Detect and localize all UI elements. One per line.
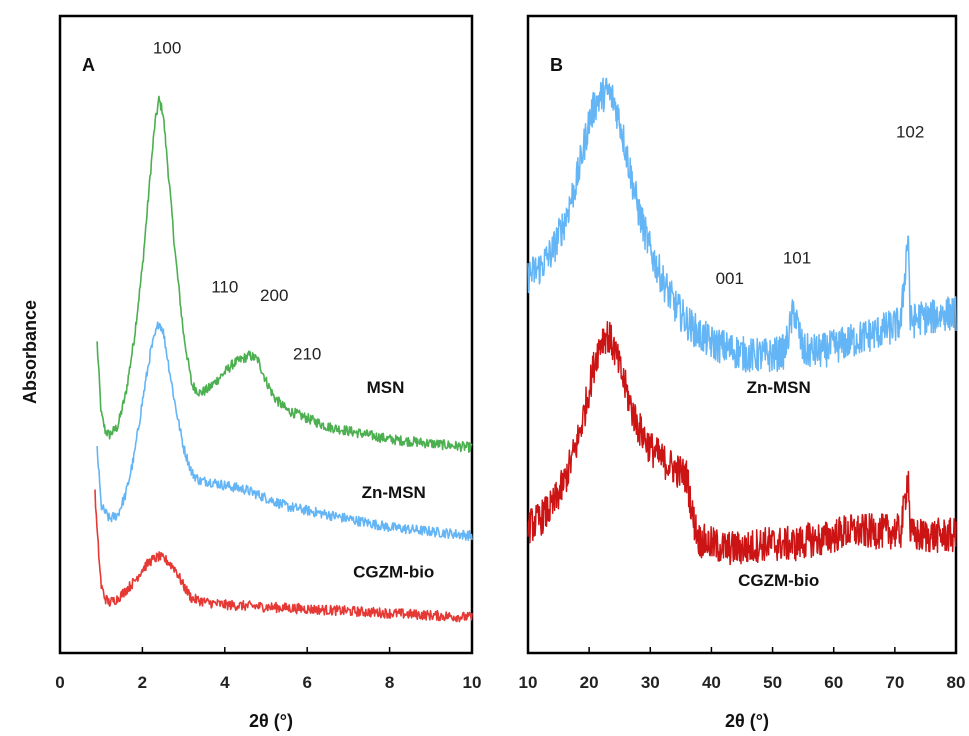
x-tick-label-B-6: 70 (885, 673, 904, 692)
x-tick-label-B-0: 10 (519, 673, 538, 692)
panel-letter-A: A (82, 55, 95, 75)
panel-letter-B: B (550, 55, 563, 75)
peak-label-A-100: 100 (153, 39, 181, 58)
peak-label-B-102: 102 (896, 123, 924, 142)
series-label-B-zn-msn: Zn-MSN (747, 378, 811, 397)
x-tick-label-B-1: 20 (580, 673, 599, 692)
x-tick-label-A-1: 2 (138, 673, 147, 692)
x-tick-label-B-4: 50 (763, 673, 782, 692)
peak-label-B-101: 101 (783, 248, 811, 267)
series-label-B-cgzm-bio: CGZM-bio (738, 571, 819, 590)
panel-B: 10 20 30 40 50 60 70 80 2θ (°) B 001 101 102 Zn-MSN CG… (519, 14, 966, 731)
series-label-A-zn-msn: Zn-MSN (362, 483, 426, 502)
x-tick-label-B-2: 30 (641, 673, 660, 692)
series-label-A-msn: MSN (367, 378, 405, 397)
x-tick-label-A-3: 6 (302, 673, 311, 692)
series-line-B-cgzm-bio (527, 320, 957, 566)
series-line-A-msn (96, 95, 473, 453)
peak-label-A-200: 200 (260, 286, 288, 305)
peak-label-B-001: 001 (716, 269, 744, 288)
x-tick-label-B-3: 40 (702, 673, 721, 692)
panel-A: 0 2 4 6 8 10 2θ (°) A 100 110 200 210 MSN Zn-MSN CGZM-… (55, 14, 482, 731)
series-line-A-zn-msn (96, 321, 473, 541)
x-tick-label-A-4: 8 (385, 673, 394, 692)
x-axis-title-B: 2θ (°) (725, 711, 769, 731)
panel-A-frame (58, 14, 474, 655)
peak-label-A-210: 210 (293, 345, 321, 364)
peak-label-A-110: 110 (211, 278, 238, 297)
series-line-B-zn-msn (527, 77, 957, 373)
x-tick-label-A-0: 0 (55, 673, 64, 692)
x-tick-label-A-2: 4 (220, 673, 230, 692)
panel-B-frame (526, 14, 958, 655)
x-tick-label-B-5: 60 (824, 673, 843, 692)
x-tick-label-B-7: 80 (947, 673, 966, 692)
y-axis-title: Absorbance (20, 300, 40, 404)
x-axis-title-A: 2θ (°) (249, 711, 293, 731)
x-tick-label-A-5: 10 (463, 673, 482, 692)
series-label-A-cgzm-bio: CGZM-bio (353, 563, 434, 582)
series-line-A-cgzm-bio (94, 489, 473, 623)
